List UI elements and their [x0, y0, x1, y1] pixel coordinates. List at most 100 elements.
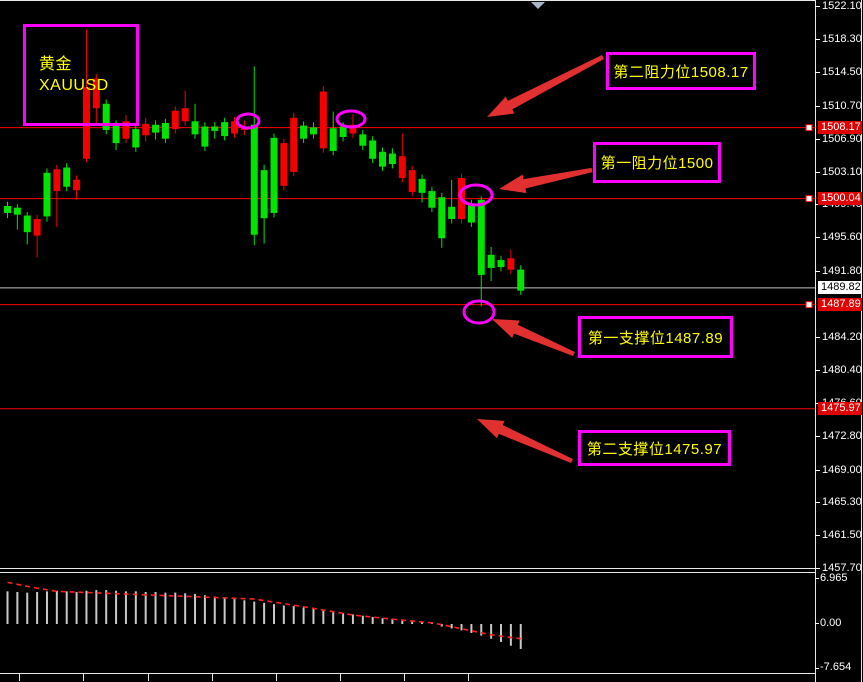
candle-bear — [309, 127, 317, 135]
candle-bull — [73, 179, 81, 191]
highlight-ellipse[interactable] — [235, 112, 261, 130]
price-tick-mark — [815, 6, 820, 7]
symbol-name-cn: 黄金 — [39, 56, 73, 73]
candle-bear — [270, 137, 278, 213]
candle-bear — [438, 197, 446, 239]
price-tick-label: 1472.80 — [822, 430, 862, 442]
candle-bear — [428, 191, 436, 208]
line-handle[interactable] — [805, 124, 813, 132]
candle-bear — [388, 153, 396, 165]
candle-bear — [43, 172, 51, 217]
price-tick-mark — [815, 172, 820, 173]
candle-bull — [33, 219, 41, 236]
price-tick-mark — [815, 139, 820, 140]
oscillator-max-label: 6.965 — [820, 572, 848, 584]
candle-bear — [211, 126, 219, 131]
price-tick-label: 1495.60 — [822, 231, 862, 243]
candle-bull — [181, 108, 189, 122]
annotation-box-support-2[interactable]: 第二支撑位1475.97 — [578, 430, 731, 466]
candle-bull — [231, 121, 239, 134]
candle-bear — [369, 140, 377, 159]
current-price-badge: 1489.82 — [818, 281, 862, 294]
candle-bear — [161, 123, 169, 139]
highlight-ellipse[interactable] — [462, 299, 496, 325]
oscillator-panel — [6, 581, 522, 649]
price-tick-label: 1457.70 — [822, 562, 862, 574]
price-tick-label: 1522.10 — [822, 0, 862, 12]
annotation-box-resistance-2[interactable]: 第二阻力位1508.17 — [606, 52, 756, 90]
pointer-arrows[interactable] — [477, 55, 605, 464]
symbol-annotation-box[interactable]: 黄金 XAUUSD — [23, 24, 139, 126]
candle-bear — [63, 167, 71, 187]
candle-bear — [112, 125, 120, 144]
candle-bull — [142, 123, 150, 136]
highlight-ellipse[interactable] — [458, 183, 494, 207]
candle-bear — [418, 178, 426, 193]
candle-bear — [359, 134, 367, 146]
price-tick-mark — [815, 337, 820, 338]
price-tick-mark — [815, 403, 820, 404]
line-handle[interactable] — [805, 195, 813, 203]
candle-bear — [191, 121, 199, 135]
candle-bear — [132, 129, 140, 148]
price-tick-mark — [815, 39, 820, 40]
candle-bear — [339, 126, 347, 137]
symbol-ticker: XAUUSD — [39, 77, 109, 94]
candle-bear — [250, 124, 258, 235]
level-price-badge: 1487.89 — [818, 298, 862, 311]
pointer-arrow[interactable] — [487, 55, 605, 117]
candle-bear — [379, 151, 387, 167]
level-price-badge: 1500.04 — [818, 192, 862, 205]
price-tick-mark — [815, 502, 820, 503]
candle-bear — [13, 207, 21, 215]
candle-bear — [260, 170, 268, 219]
oscillator-min-label: -7.654 — [820, 661, 852, 673]
price-level-lines[interactable] — [0, 124, 815, 410]
candle-bear — [448, 206, 456, 220]
candle-bull — [408, 170, 416, 192]
candle-bull — [171, 110, 179, 130]
pointer-arrow[interactable] — [477, 419, 573, 464]
oscillator-zero-label: 0.00 — [820, 617, 842, 629]
annotation-box-support-1[interactable]: 第一支撑位1487.89 — [578, 316, 733, 358]
candle-bull — [290, 117, 298, 172]
price-tick-mark — [815, 106, 820, 107]
price-tick-mark — [815, 370, 820, 371]
line-handle[interactable] — [805, 301, 813, 309]
candle-bull — [507, 258, 515, 270]
annotation-box-resistance-1[interactable]: 第一阻力位1500 — [593, 142, 721, 183]
level-price-badge: 1508.17 — [818, 121, 862, 134]
price-tick-label: 1518.30 — [822, 33, 862, 45]
price-tick-label: 1465.30 — [822, 496, 862, 508]
candle-bear — [152, 124, 160, 133]
price-tick-label: 1480.40 — [822, 364, 862, 376]
chart-shift-marker-icon[interactable] — [531, 2, 545, 9]
price-tick-label: 1469.00 — [822, 464, 862, 476]
candle-bear — [300, 125, 308, 139]
candle-bull — [319, 91, 327, 149]
price-tick-label: 1510.70 — [822, 100, 862, 112]
price-tick-mark — [815, 436, 820, 437]
candle-bear — [329, 128, 337, 151]
pointer-arrow[interactable] — [492, 319, 575, 357]
candle-bull — [53, 169, 61, 192]
highlight-ellipse[interactable] — [335, 109, 367, 129]
candle-bear — [487, 254, 495, 268]
price-tick-mark — [815, 568, 820, 569]
candle-bull — [280, 143, 288, 186]
price-tick-mark — [815, 204, 820, 205]
candle-bull — [92, 78, 100, 109]
candle-bull — [349, 124, 357, 134]
candle-bear — [497, 260, 505, 268]
price-tick-mark — [815, 271, 820, 272]
price-tick-mark — [815, 535, 820, 536]
pointer-arrow[interactable] — [499, 167, 593, 194]
candle-bear — [102, 103, 110, 130]
level-price-badge: 1475.97 — [818, 402, 862, 415]
candle-bear — [477, 199, 485, 275]
price-tick-label: 1503.10 — [822, 166, 862, 178]
highlight-ellipses[interactable] — [235, 109, 496, 325]
candle-bull — [122, 121, 130, 139]
price-tick-mark — [815, 470, 820, 471]
